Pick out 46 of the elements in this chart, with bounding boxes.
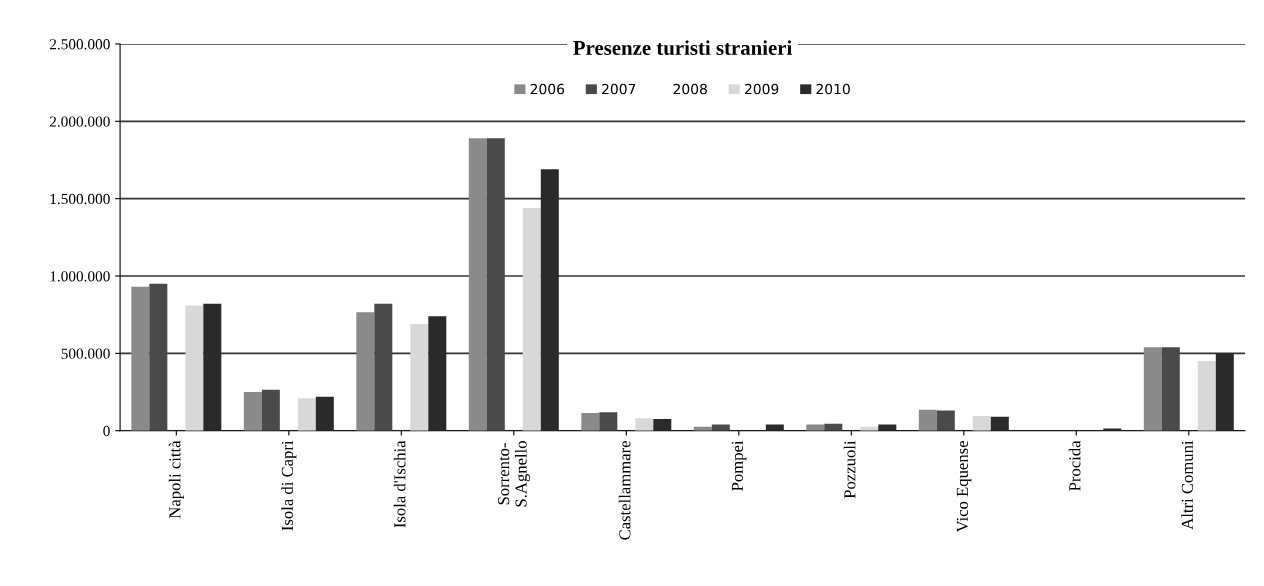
x-tick-label: Sorrento- S.Agnello bbox=[498, 441, 531, 507]
x-tick-label: Napoli città bbox=[168, 440, 184, 519]
bar bbox=[468, 138, 487, 431]
text: 2008 bbox=[673, 83, 707, 95]
bar bbox=[185, 305, 204, 431]
bar bbox=[1197, 361, 1216, 431]
y-tick-label: 1.500.000 bbox=[50, 193, 110, 205]
bar bbox=[990, 416, 1009, 431]
y-tick-label: 2.000.000 bbox=[49, 116, 110, 127]
x-tick-label: Isola di Capri bbox=[281, 440, 297, 531]
bar bbox=[315, 396, 334, 431]
bar bbox=[972, 416, 991, 431]
bar bbox=[1161, 347, 1180, 431]
bar bbox=[581, 412, 600, 431]
legend-label: 2009 bbox=[745, 83, 779, 95]
x-tick-label: Procida bbox=[1068, 440, 1081, 491]
y-tick-label: 500.000 bbox=[61, 348, 110, 359]
bar bbox=[131, 286, 150, 431]
bar bbox=[936, 410, 955, 431]
bar bbox=[522, 207, 541, 431]
bar bbox=[374, 303, 393, 431]
y-tick-label: 1.000.000 bbox=[50, 271, 110, 282]
x-tick-label: Vico Equense bbox=[956, 441, 972, 533]
bar bbox=[356, 312, 375, 431]
y-tick-label: 0 bbox=[103, 425, 110, 437]
bar bbox=[261, 389, 280, 431]
x-tick-label: Castellammare bbox=[618, 441, 631, 540]
chart-title: Presenze turisti stranieri bbox=[573, 40, 792, 56]
legend-label: 2006 bbox=[530, 83, 565, 95]
legend-label: 2007 bbox=[602, 83, 636, 95]
bar bbox=[1143, 347, 1162, 431]
bar bbox=[149, 283, 168, 431]
x-tick-label: Pozzuoli bbox=[843, 440, 856, 499]
bar bbox=[599, 412, 618, 431]
x-tick-label: Altri Comuni bbox=[1181, 440, 1193, 530]
legend-label: 2010 bbox=[816, 83, 850, 95]
bar bbox=[297, 398, 316, 431]
bar bbox=[486, 138, 505, 431]
bar bbox=[918, 409, 937, 431]
x-tick-label: Pompei bbox=[731, 440, 747, 491]
bar bbox=[410, 323, 429, 431]
y-tick-label: 2.500.000 bbox=[49, 39, 110, 50]
bar bbox=[635, 418, 654, 431]
bar bbox=[243, 392, 262, 431]
bar bbox=[653, 419, 672, 431]
x-tick-label: Isola d'Ischia bbox=[393, 440, 406, 528]
